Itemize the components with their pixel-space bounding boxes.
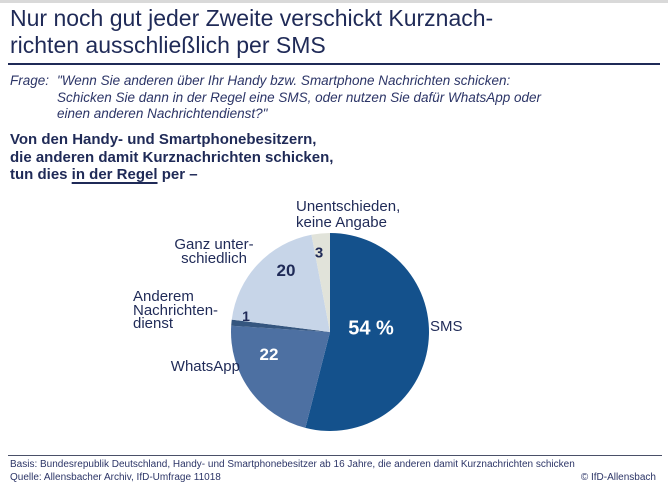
- pie-slice-ganz-unterschiedlich: [231, 234, 330, 332]
- pie-label-sms: SMS: [430, 318, 463, 335]
- chart-subtitle: Von den Handy- und Smartphonebesitzern, …: [10, 131, 333, 184]
- chart-subtitle-line3: tun dies in der Regel per –: [10, 166, 333, 184]
- question-label: Frage:: [10, 73, 50, 88]
- question-text: "Wenn Sie anderen über Ihr Handy bzw. Sm…: [57, 73, 542, 121]
- footer-basis: Basis: Bundesrepublik Deutschland, Handy…: [10, 459, 575, 470]
- pie-label-whatsapp: WhatsApp: [170, 358, 240, 375]
- chart-subtitle-line2: die anderen damit Kurznachrichten schick…: [10, 148, 334, 166]
- pie-value-sms: 54 %: [348, 317, 394, 340]
- pie-value-undecided: 3: [314, 244, 324, 262]
- pie-value-whatsapp: 22: [259, 345, 279, 364]
- pie-slice-anderem-nachrichtendienst: [231, 319, 330, 332]
- pie-label-undecided: Unentschieden, keine Angabe: [296, 198, 401, 231]
- footer-divider: [8, 455, 662, 456]
- page-top-edge: [0, 0, 668, 3]
- chart-subtitle-line3-suffix: per –: [157, 166, 198, 183]
- footer-source: Quelle: Allensbacher Archiv, IfD-Umfrage…: [10, 472, 221, 483]
- footer-copyright: © IfD-Allensbach: [580, 472, 656, 483]
- pie-value-other-service: 1: [242, 308, 250, 324]
- chart-subtitle-line3-underlined: in der Regel: [71, 166, 158, 183]
- pie-slice-unentschieden-keine-angabe: [311, 232, 330, 332]
- survey-question: Frage: "Wenn Sie anderen über Ihr Handy …: [10, 73, 650, 123]
- chart-subtitle-line3-prefix: tun dies: [10, 166, 72, 183]
- pie-slice-whatsapp: [231, 325, 330, 428]
- pie-label-other-service: Anderem Nachrichten- dienst: [133, 288, 219, 332]
- title-divider: [8, 63, 660, 65]
- page-title: Nur noch gut jeder Zweite verschickt Kur…: [10, 5, 494, 58]
- pie-label-mixed: Ganz unter- schiedlich: [174, 236, 254, 267]
- pie-slice-sms: [305, 233, 429, 432]
- pie-value-mixed: 20: [276, 261, 296, 280]
- chart-subtitle-line1: Von den Handy- und Smartphonebesitzern,: [10, 131, 317, 148]
